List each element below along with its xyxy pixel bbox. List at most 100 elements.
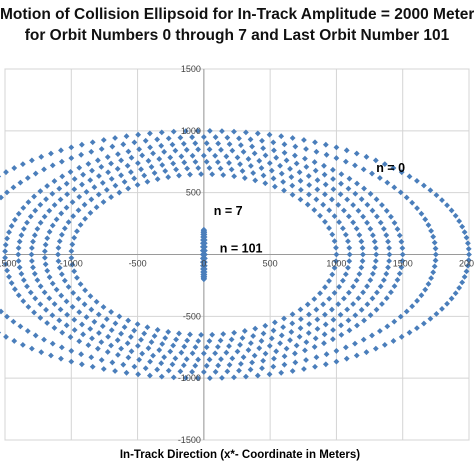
data-point [277, 162, 283, 169]
data-point [25, 303, 32, 310]
data-point [388, 213, 394, 220]
data-point [180, 140, 187, 147]
data-point [256, 157, 263, 164]
data-point [380, 277, 387, 284]
data-point [345, 185, 352, 192]
data-point [465, 240, 471, 247]
data-point [331, 238, 338, 244]
data-point [41, 166, 47, 173]
data-point [250, 170, 257, 176]
data-point [83, 314, 90, 321]
data-point [81, 301, 88, 308]
data-point [403, 308, 410, 315]
data-point [226, 141, 233, 148]
data-point [172, 147, 179, 154]
data-point [247, 162, 254, 169]
data-point [281, 361, 288, 368]
data-point [322, 284, 328, 291]
y-tick-label: -1500 [178, 435, 201, 445]
data-point [109, 143, 116, 150]
data-point [46, 274, 53, 281]
data-point [71, 234, 78, 241]
data-point [381, 341, 388, 348]
data-point [406, 329, 413, 336]
data-point [194, 127, 201, 134]
data-point [78, 361, 85, 368]
data-point [31, 193, 37, 200]
data-point [154, 326, 161, 333]
data-point [266, 160, 273, 166]
data-point [189, 368, 196, 375]
data-point [194, 375, 201, 382]
data-point [154, 366, 161, 373]
data-point [323, 151, 330, 158]
data-point [345, 238, 351, 245]
data-point [176, 172, 182, 179]
data-point [141, 172, 148, 179]
data-point [326, 295, 333, 302]
data-point [121, 324, 128, 331]
data-point [195, 338, 202, 344]
data-point [288, 329, 295, 335]
data-point [82, 287, 89, 294]
data-point [289, 182, 296, 189]
data-point [218, 356, 224, 363]
data-point [329, 271, 336, 278]
data-point [346, 251, 353, 258]
data-point [398, 238, 405, 245]
data-point [241, 328, 248, 334]
data-point [0, 308, 4, 315]
data-point [229, 147, 236, 154]
data-point [352, 190, 359, 197]
data-point [156, 156, 163, 162]
data-point [201, 262, 208, 269]
data-point [109, 359, 116, 366]
data-point [41, 248, 48, 255]
data-point [206, 127, 213, 134]
data-point [241, 175, 248, 181]
data-point [372, 345, 379, 352]
data-point [376, 328, 383, 334]
data-point [245, 156, 252, 162]
data-point [124, 340, 131, 347]
data-point [215, 140, 222, 147]
data-point [154, 136, 161, 143]
data-point [8, 280, 15, 286]
data-point [333, 258, 339, 265]
data-point [428, 275, 435, 282]
data-point [281, 315, 287, 322]
data-point [353, 277, 360, 284]
data-point [333, 251, 340, 258]
data-point [374, 213, 380, 220]
data-point [444, 300, 450, 307]
data-point [283, 157, 290, 164]
data-point [88, 306, 95, 313]
data-point [304, 201, 311, 208]
data-point [56, 185, 63, 192]
data-point [55, 251, 61, 258]
data-point [240, 354, 247, 361]
data-point [312, 139, 318, 146]
data-point [215, 362, 222, 369]
data-point [353, 225, 360, 232]
data-point [68, 248, 75, 255]
data-point [148, 164, 155, 170]
data-point [88, 354, 95, 361]
data-point [356, 232, 363, 238]
data-point [278, 133, 285, 140]
data-point [100, 304, 107, 310]
data-point [165, 174, 172, 180]
data-point [386, 258, 393, 264]
data-point [108, 342, 114, 349]
data-point [80, 331, 87, 338]
data-point [103, 186, 110, 193]
data-point [326, 278, 332, 284]
data-point [27, 289, 34, 296]
data-point [394, 277, 401, 283]
data-point [198, 331, 204, 338]
data-point [384, 179, 391, 186]
data-point [377, 283, 384, 290]
data-point [260, 330, 267, 337]
x-tick-label: 500 [263, 259, 278, 269]
data-point [251, 352, 258, 359]
